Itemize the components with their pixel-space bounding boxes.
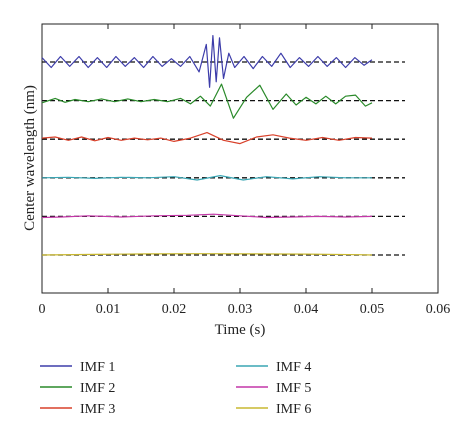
series-line-imf-1 <box>41 34 373 88</box>
series-line-imf-6 <box>41 253 373 256</box>
legend-label-imf-2: IMF 2 <box>80 381 115 396</box>
x-tick-label: 0.05 <box>360 302 385 317</box>
x-tick-label: 0.03 <box>228 302 253 317</box>
series-line-imf-2 <box>41 83 373 119</box>
legend-label-imf-3: IMF 3 <box>80 402 115 417</box>
x-axis-title: Time (s) <box>215 322 266 338</box>
x-tick-label: 0.01 <box>96 302 121 317</box>
series-line-imf-4 <box>41 175 372 181</box>
legend-label-imf-6: IMF 6 <box>276 402 311 417</box>
legend-label-imf-1: IMF 1 <box>80 360 115 375</box>
series-line-imf-3 <box>41 132 373 145</box>
x-ticks-layer: 0 0.01 0.02 0.03 0.04 0.05 0.06 <box>39 24 451 317</box>
series-layer <box>41 34 373 256</box>
legend: IMF 1 IMF 2 IMF 3 IMF 4 IMF 5 IMF 6 <box>40 360 311 417</box>
x-tick-label: 0.04 <box>294 302 319 317</box>
x-tick-label: 0.06 <box>426 302 451 317</box>
legend-label-imf-5: IMF 5 <box>276 381 311 396</box>
legend-label-imf-4: IMF 4 <box>276 360 311 375</box>
plot-frame <box>41 23 439 294</box>
x-tick-label: 0 <box>39 302 46 317</box>
y-axis-title: Center wavelength (nm) <box>22 85 38 231</box>
x-tick-label: 0.02 <box>162 302 187 317</box>
series-line-imf-5 <box>41 213 373 219</box>
